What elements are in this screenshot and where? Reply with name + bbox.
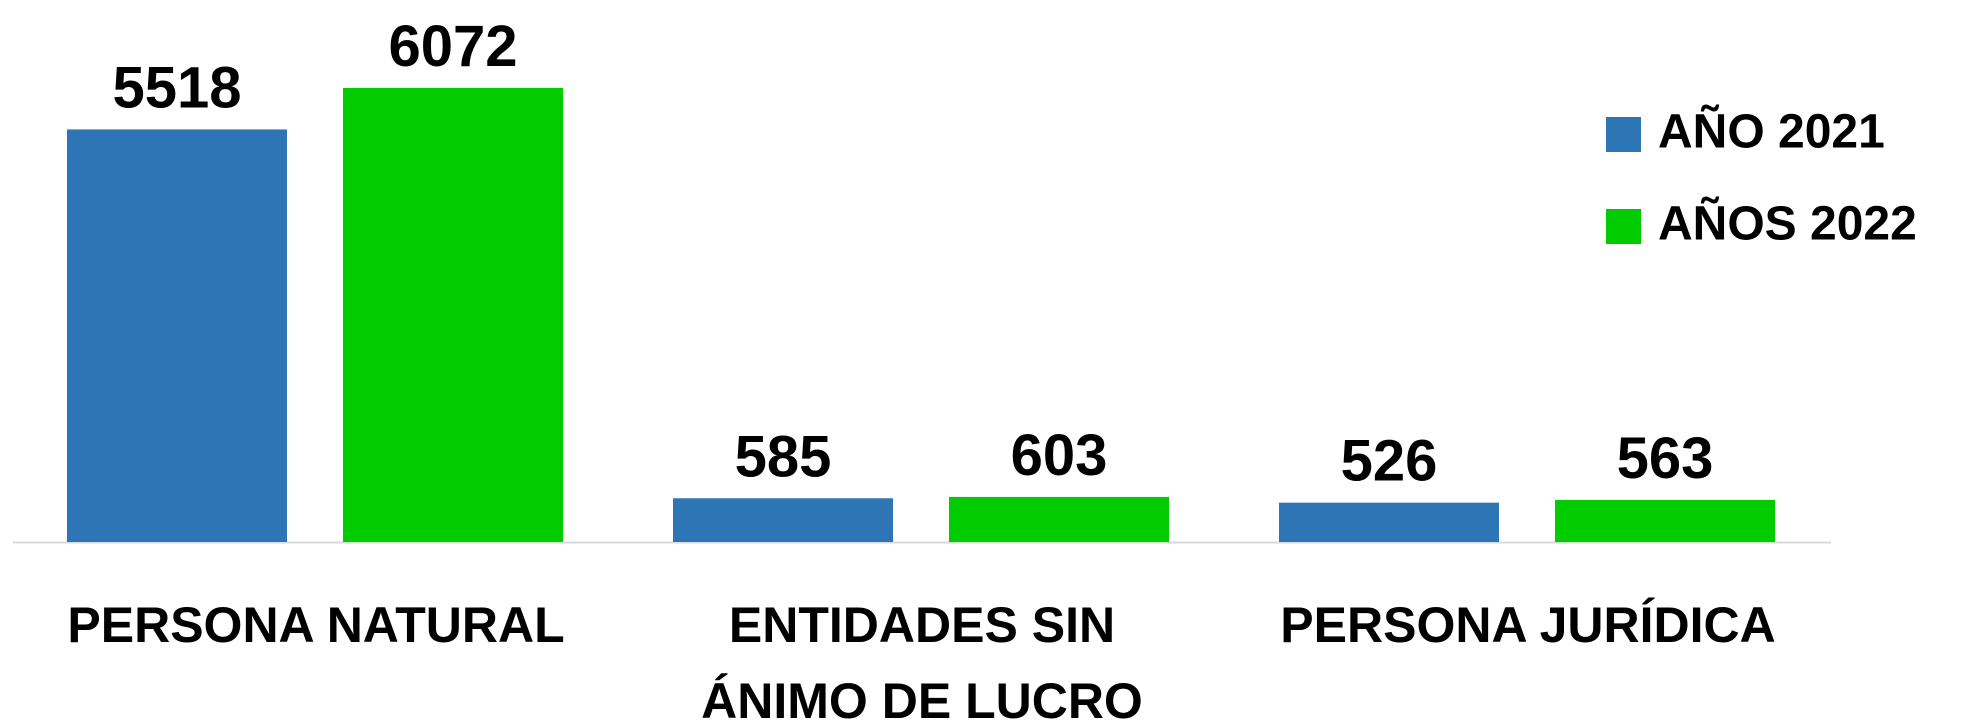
- legend-swatch: [1606, 117, 1641, 152]
- bar: [67, 129, 287, 542]
- data-label: 603: [1011, 423, 1108, 488]
- x-tick-label: PERSONA NATURAL: [67, 597, 565, 653]
- x-tick-label: PERSONA JURÍDICA: [1280, 597, 1776, 653]
- bar: [1279, 502, 1499, 542]
- bar: [1555, 499, 1775, 542]
- data-label: 5518: [112, 55, 241, 120]
- x-tick-label: ENTIDADES SIN ÁNIMO DE LUCRO: [701, 597, 1143, 727]
- legend-swatch: [1606, 209, 1641, 244]
- data-label: 526: [1341, 429, 1438, 494]
- bar: [673, 498, 893, 542]
- data-label: 585: [735, 424, 832, 489]
- bar: [949, 496, 1169, 542]
- bar: [343, 88, 563, 542]
- data-label: 6072: [388, 14, 517, 79]
- data-label: 563: [1617, 426, 1714, 491]
- legend-label: AÑOS 2022: [1658, 196, 1917, 251]
- legend-label: AÑO 2021: [1658, 104, 1885, 159]
